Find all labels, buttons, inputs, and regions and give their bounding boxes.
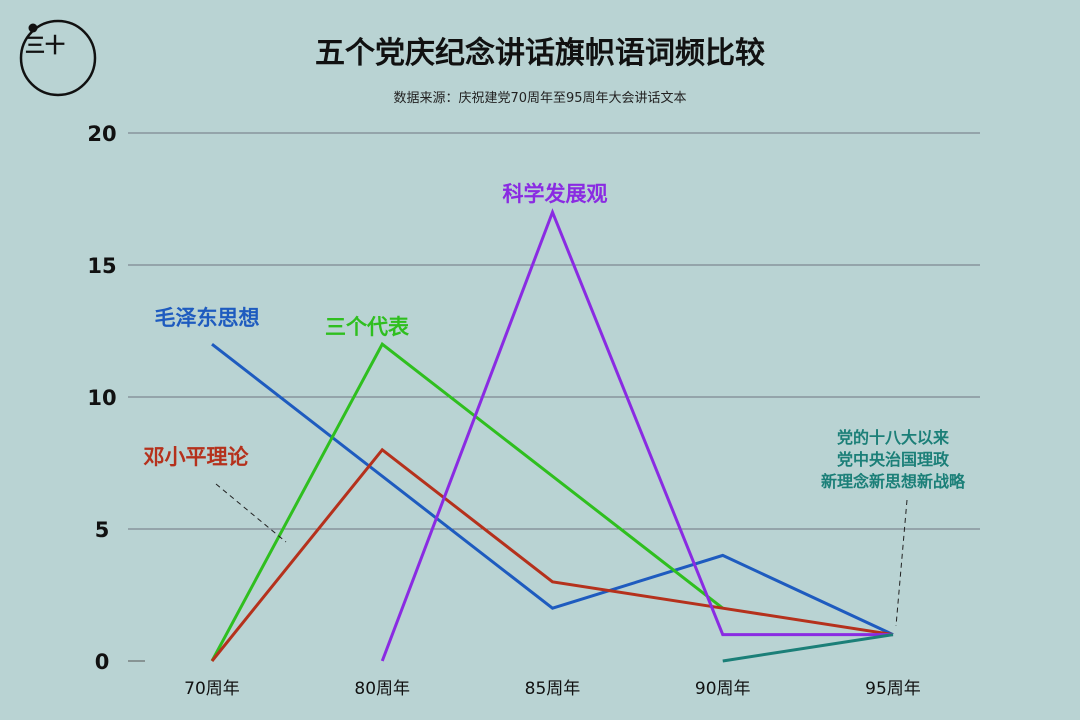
series-lines bbox=[210, 208, 894, 663]
logo-dot bbox=[28, 23, 38, 33]
y-tick-label: 0 bbox=[95, 650, 110, 674]
series-line bbox=[722, 633, 894, 663]
series-line bbox=[210, 341, 724, 662]
grid bbox=[128, 132, 980, 662]
x-tick-label: 80周年 bbox=[354, 679, 410, 699]
x-tick-label: 90周年 bbox=[695, 679, 751, 699]
y-axis: 0 5 10 15 20 bbox=[87, 122, 116, 674]
x-tick-label: 95周年 bbox=[865, 679, 921, 699]
series-line bbox=[210, 447, 894, 662]
series-label: 科学发展观 bbox=[503, 182, 608, 206]
series-label: 党的十八大以来 bbox=[837, 428, 950, 447]
series-line bbox=[211, 343, 894, 636]
logo-text: 三十 bbox=[25, 33, 65, 57]
leader-lines bbox=[215, 483, 908, 627]
series-label: 毛泽东思想 bbox=[155, 306, 260, 330]
y-tick-label: 5 bbox=[95, 518, 110, 542]
leader-line-deng bbox=[215, 483, 287, 543]
x-axis: 70周年 80周年 85周年 90周年 95周年 bbox=[184, 679, 921, 699]
series-label: 邓小平理论 bbox=[144, 445, 250, 469]
series-label: 新理念新思想新战略 bbox=[821, 472, 966, 491]
x-tick-label: 85周年 bbox=[525, 679, 581, 699]
leader-line-new-era bbox=[895, 499, 908, 627]
logo-circle bbox=[19, 19, 97, 97]
chart-title: 五个党庆纪念讲话旗帜语词频比较 bbox=[315, 36, 765, 71]
series-label: 党中央治国理政 bbox=[837, 450, 950, 469]
y-tick-label: 20 bbox=[87, 122, 116, 146]
series-label: 三个代表 bbox=[325, 315, 410, 339]
y-tick-label: 10 bbox=[87, 386, 116, 410]
chart-subtitle: 数据来源：庆祝建党70周年至95周年大会讲话文本 bbox=[393, 91, 686, 106]
y-tick-label: 15 bbox=[87, 254, 116, 278]
x-tick-label: 70周年 bbox=[184, 679, 240, 699]
series-line bbox=[380, 208, 893, 662]
logo: 三十 bbox=[19, 19, 97, 97]
